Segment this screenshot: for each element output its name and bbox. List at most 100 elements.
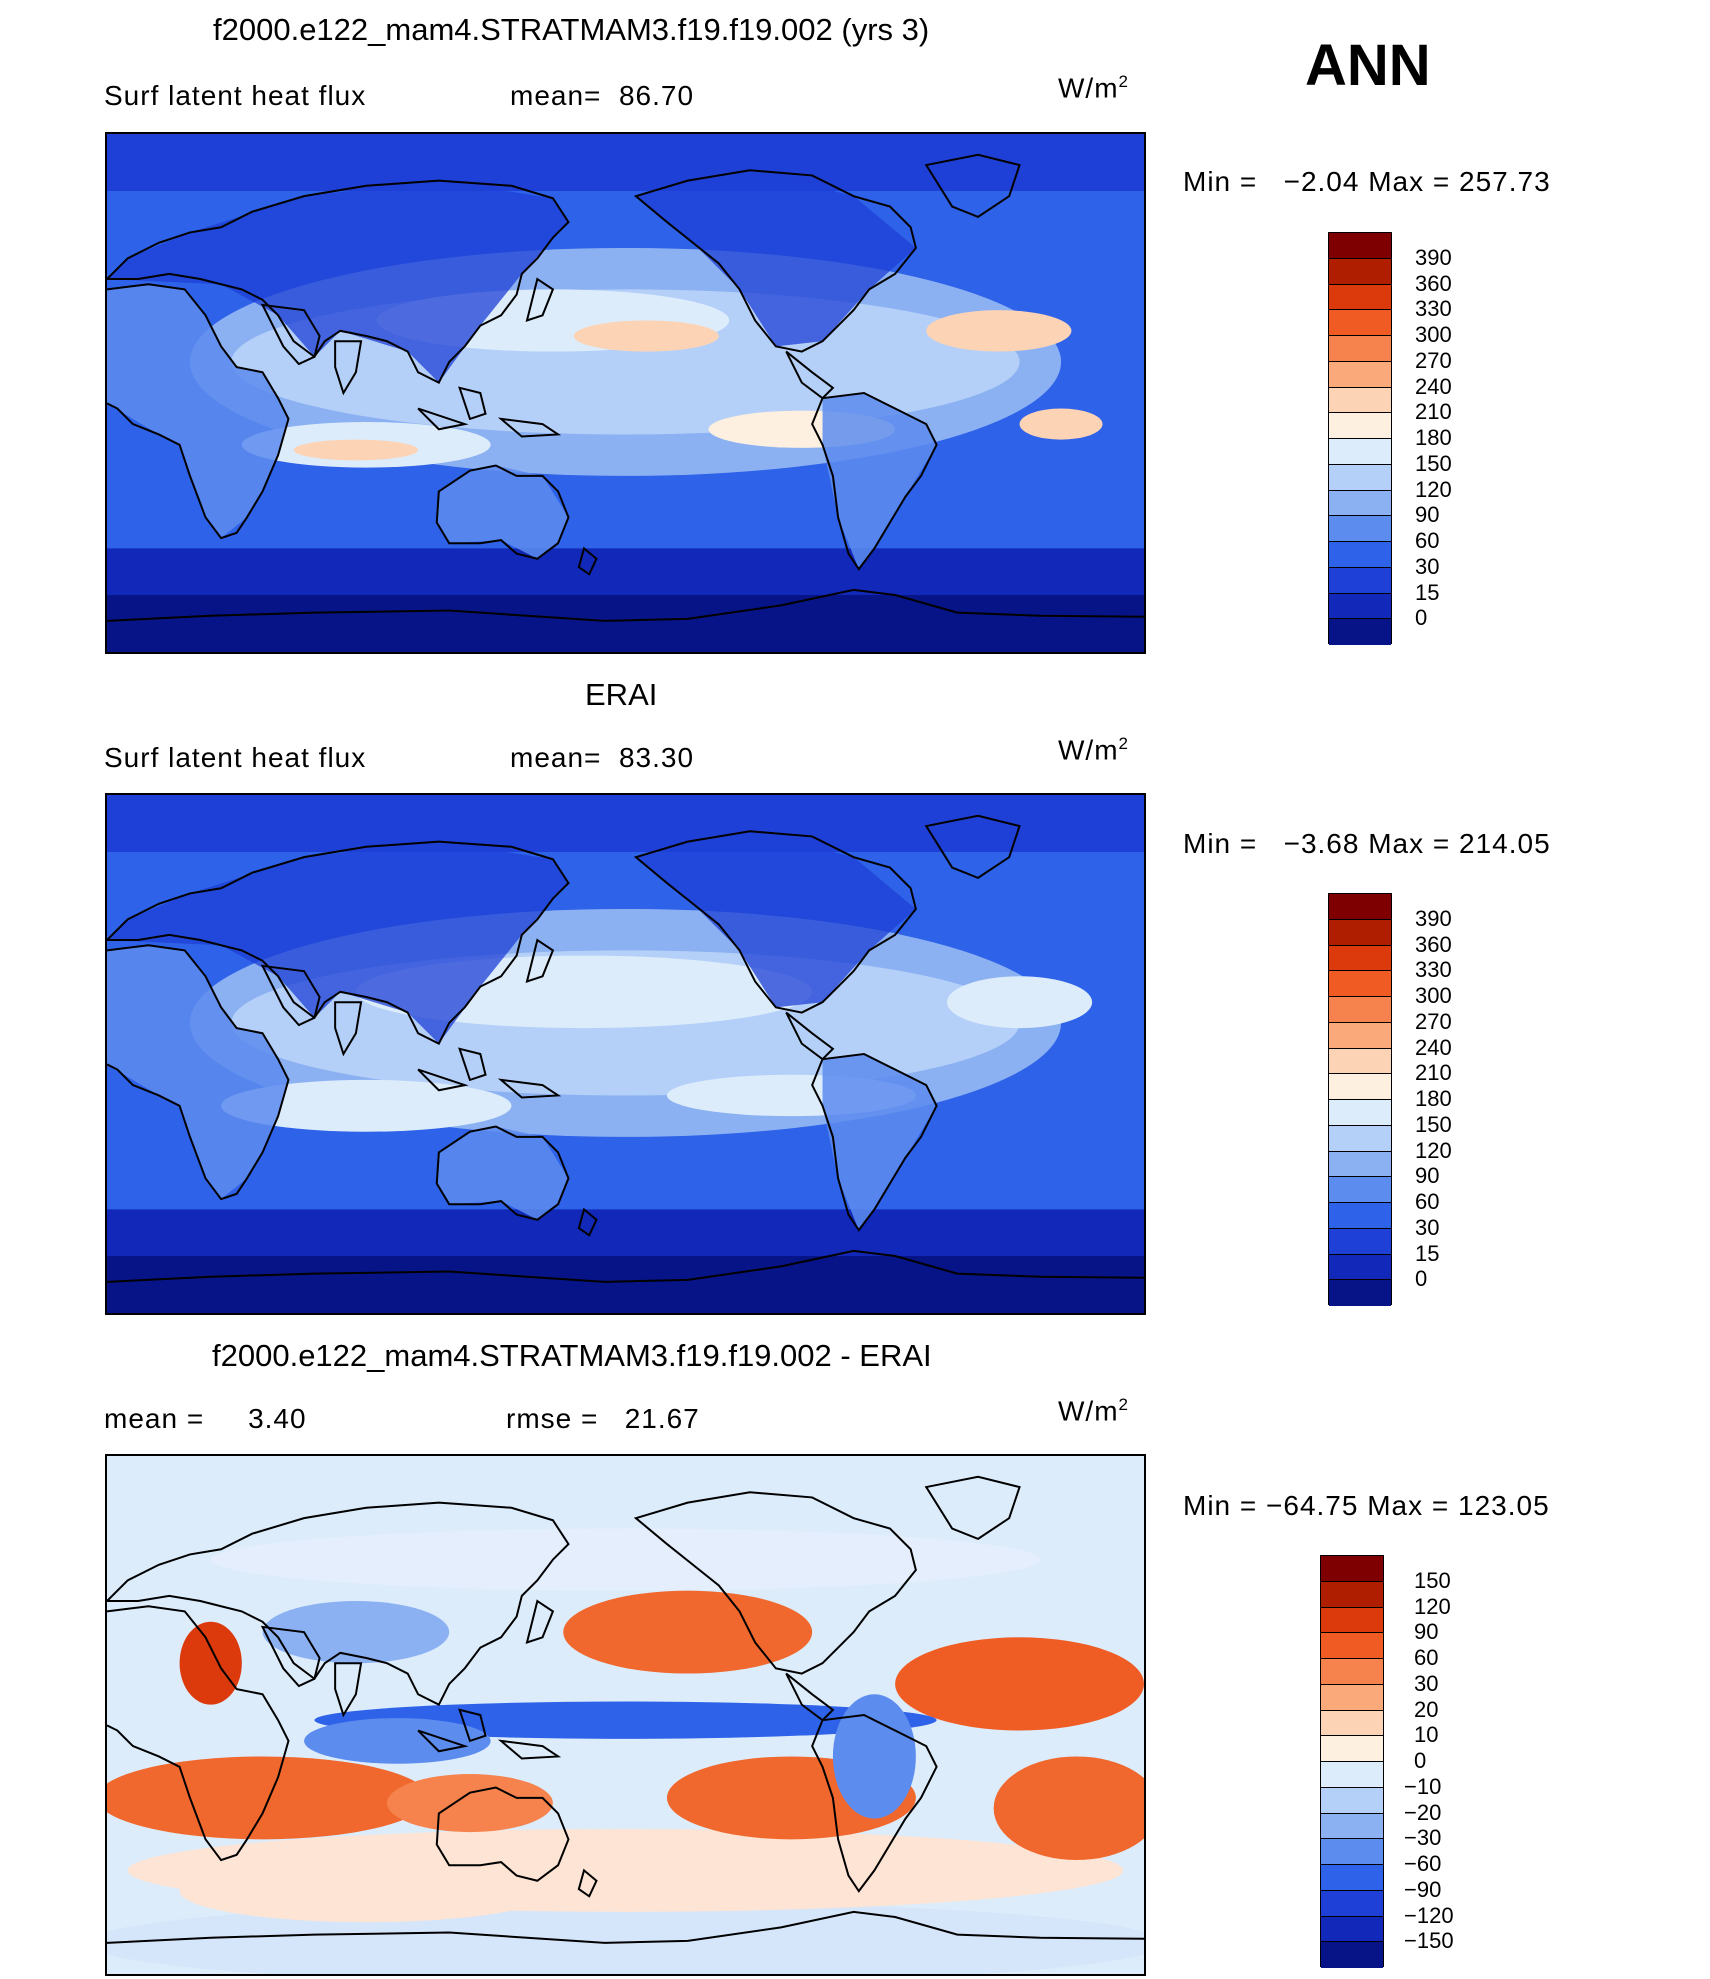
colorbar-tick-label: 150	[1415, 450, 1452, 476]
coastline	[812, 1715, 936, 1891]
colorbar-tick-label: 300	[1415, 322, 1452, 347]
minmax-label-model: Min = −2.04 Max = 257.73	[1183, 166, 1551, 197]
mean-label-model: mean= 86.70	[510, 80, 695, 111]
coastline	[501, 1080, 558, 1098]
colorbar-model	[1328, 232, 1392, 645]
colorbar-cell	[1321, 1581, 1383, 1608]
colorbar-tick-label: 180	[1415, 425, 1452, 450]
colorbar-cell	[1321, 1813, 1383, 1840]
coastline	[460, 1049, 486, 1080]
map-obs-svg	[107, 795, 1144, 1313]
colorbar-cell	[1329, 387, 1391, 414]
colorbar-cell	[1329, 919, 1391, 946]
field-band	[179, 1860, 553, 1923]
colorbar-cell	[1329, 1228, 1391, 1255]
colorbar-cell	[1329, 1203, 1391, 1229]
field-positive-band	[895, 1637, 1144, 1731]
coastline	[579, 1870, 597, 1896]
variable-label-model: Surf latent heat flux	[104, 80, 367, 111]
colorbar-tick-label: 120	[1414, 1593, 1451, 1619]
coastline	[812, 1054, 936, 1230]
colorbar-cell	[1329, 1074, 1391, 1100]
colorbar-tick-label: 240	[1415, 1034, 1452, 1060]
colorbar-cell	[1329, 619, 1391, 645]
coastline	[636, 170, 916, 351]
units-text: W/m	[1058, 72, 1119, 104]
field-negative-band	[304, 1718, 491, 1764]
field-band	[107, 1209, 1144, 1257]
colorbar-tick-label: 150	[1414, 1567, 1451, 1593]
colorbar-tick-label: 270	[1415, 347, 1452, 373]
mean-label-diff: mean = 3.40	[104, 1403, 307, 1434]
map-model	[105, 132, 1146, 654]
colorbar-cell	[1329, 1254, 1391, 1281]
colorbar-tick-label: 240	[1415, 373, 1452, 399]
field-land	[635, 831, 916, 1008]
colorbar-cell	[1321, 1710, 1383, 1737]
coastline	[501, 1741, 558, 1759]
colorbar-cell	[1321, 1684, 1383, 1711]
coastline	[812, 393, 936, 569]
field-land	[107, 180, 569, 383]
colorbar-cell	[1329, 490, 1391, 517]
field-land	[436, 465, 569, 559]
coastline	[579, 548, 597, 574]
coastline	[107, 181, 568, 383]
field-band	[946, 976, 1093, 1029]
units-text: W/m	[1058, 1395, 1119, 1427]
colorbar-cell	[1321, 1762, 1383, 1788]
colorbar-tick-label: 390	[1415, 244, 1452, 270]
colorbar-cell	[1329, 1100, 1391, 1126]
coastline	[263, 305, 320, 364]
coastline	[107, 945, 288, 1199]
coastline	[263, 1627, 320, 1686]
coastline	[579, 1209, 597, 1235]
colorbar-tick-label: −60	[1404, 1851, 1442, 1876]
colorbar-cell	[1329, 310, 1391, 336]
colorbar-cell	[1321, 1865, 1383, 1891]
colorbar-cell	[1329, 945, 1391, 972]
map-diff-svg	[107, 1456, 1144, 1974]
colorbar-tick-label: 180	[1415, 1086, 1452, 1111]
colorbar-labels-model: 390 360 330 300 270 240 210 180 150 120 90 60 30 15 0	[1405, 232, 1485, 644]
colorbar-cell	[1329, 1280, 1391, 1306]
map-diff	[105, 1454, 1146, 1976]
colorbar-tick-label: 360	[1415, 270, 1452, 296]
colorbar-tick-label: −30	[1404, 1825, 1442, 1851]
colorbar-tick-label: 390	[1415, 905, 1452, 931]
colorbar-tick-label: 300	[1415, 983, 1452, 1008]
rmse-label-diff: rmse = 21.67	[506, 1403, 700, 1434]
field-band	[107, 134, 1144, 191]
field-band	[926, 310, 1072, 352]
colorbar-cell	[1329, 1151, 1391, 1178]
units-label-obs: W/m2	[1058, 734, 1129, 766]
colorbar-cell	[1329, 542, 1391, 568]
coastline	[786, 352, 833, 399]
coastline	[926, 1477, 1019, 1539]
colorbar-cell	[1329, 336, 1391, 362]
colorbar-cell	[1321, 1839, 1383, 1865]
colorbar-cell	[1329, 1177, 1391, 1203]
colorbar-tick-label: 360	[1415, 931, 1452, 957]
coastline	[107, 284, 288, 538]
colorbar-tick-label: 20	[1414, 1696, 1439, 1722]
field-positive-band	[107, 1756, 429, 1840]
coastline	[460, 1710, 486, 1741]
coastline	[926, 816, 1019, 878]
units-label-model: W/m2	[1058, 72, 1129, 104]
colorbar-tick-label: 60	[1415, 528, 1440, 553]
colorbar-tick-label: 10	[1414, 1722, 1439, 1748]
coastline	[460, 388, 486, 419]
colorbar-labels-obs: 390 360 330 300 270 240 210 180 150 120 90 60 30 15 0	[1405, 893, 1485, 1305]
coastline	[437, 466, 569, 559]
coastline	[786, 1674, 833, 1721]
coastline	[926, 155, 1019, 217]
colorbar-tick-label: 15	[1415, 1240, 1440, 1266]
colorbar-cell	[1321, 1556, 1383, 1582]
field-land	[822, 393, 937, 570]
field-band	[210, 1528, 1041, 1591]
colorbar-tick-label: 30	[1415, 1214, 1440, 1240]
panel-title-diff: f2000.e122_mam4.STRATMAM3.f19.f19.002 - …	[212, 1338, 932, 1373]
colorbar-tick-label: 210	[1415, 1060, 1452, 1086]
field-land	[107, 284, 289, 539]
